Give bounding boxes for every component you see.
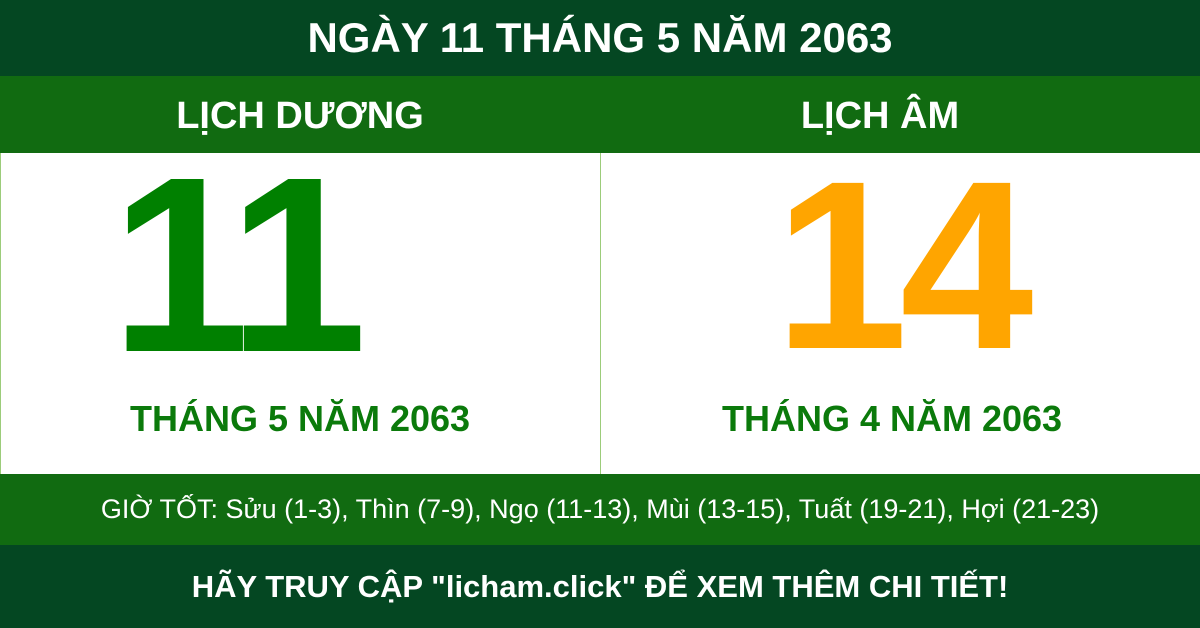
left-border (0, 153, 1, 474)
solar-month-year: THÁNG 5 NĂM 2063 (129, 398, 471, 439)
calendar-labels-band: LỊCH DƯƠNG LỊCH ÂM (0, 76, 1200, 153)
column-divider (600, 153, 601, 474)
good-hours: GIỜ TỐT: Sửu (1-3), Thìn (7-9), Ngọ (11-… (0, 474, 1200, 545)
lunar-month-year: THÁNG 4 NĂM 2063 (721, 398, 1063, 439)
solar-calendar-label: LỊCH DƯƠNG (176, 95, 424, 137)
page-title: NGÀY 11 THÁNG 5 NĂM 2063 (0, 0, 1200, 76)
lunar-calendar-label: LỊCH ÂM (800, 95, 960, 137)
footer-cta: HÃY TRUY CẬP "licham.click" ĐỂ XEM THÊM … (0, 545, 1200, 628)
solar-day: 11 (110, 125, 367, 404)
lunar-day: 14 (774, 131, 1034, 399)
